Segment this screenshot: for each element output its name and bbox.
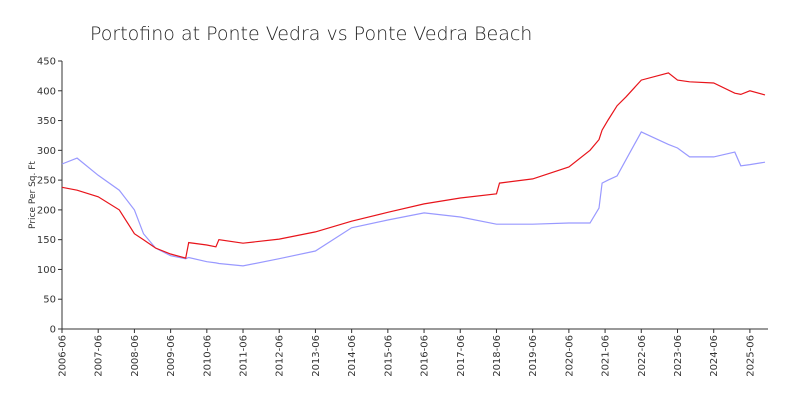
x-tick-label: 2021-06 [601, 335, 612, 377]
y-tick-label: 150 [37, 235, 56, 246]
y-tick-label: 50 [43, 295, 56, 306]
x-tick-label: 2010-06 [202, 335, 213, 377]
x-tick-label: 2014-06 [347, 335, 358, 377]
series-line [61, 131, 766, 267]
x-tick-label: 2015-06 [383, 335, 394, 377]
x-tick-label: 2007-06 [94, 335, 105, 377]
x-tick-label: 2023-06 [673, 335, 684, 377]
x-tick-label: 2017-06 [456, 335, 467, 377]
y-tick-label: 300 [37, 146, 56, 157]
y-tick-label: 0 [50, 325, 56, 336]
y-tick-label: 450 [37, 57, 56, 68]
x-tick-label: 2019-06 [528, 335, 539, 377]
chart-title: Portofino at Ponte Vedra vs Ponte Vedra … [90, 23, 532, 45]
series-line [61, 72, 766, 259]
x-tick-label: 2006-06 [58, 335, 69, 377]
x-tick-label: 2009-06 [166, 335, 177, 377]
x-tick-label: 2008-06 [130, 335, 141, 377]
x-tick-label: 2013-06 [311, 335, 322, 377]
y-axis-label: Price Per Sq. Ft [28, 161, 38, 229]
x-tick-label: 2011-06 [239, 335, 250, 377]
x-tick-label: 2016-06 [420, 335, 431, 377]
x-tick-label: 2018-06 [492, 335, 503, 377]
x-tick-label: 2020-06 [564, 335, 575, 377]
x-tick-label: 2025-06 [745, 335, 756, 377]
x-tick-label: 2012-06 [275, 335, 286, 377]
y-tick-label: 350 [37, 116, 56, 127]
y-tick-label: 100 [37, 265, 56, 276]
y-tick-label: 400 [37, 86, 56, 97]
x-tick-label: 2022-06 [637, 335, 648, 377]
y-tick-label: 200 [37, 205, 56, 216]
y-tick-label: 250 [37, 176, 56, 187]
x-tick-label: 2024-06 [709, 335, 720, 377]
